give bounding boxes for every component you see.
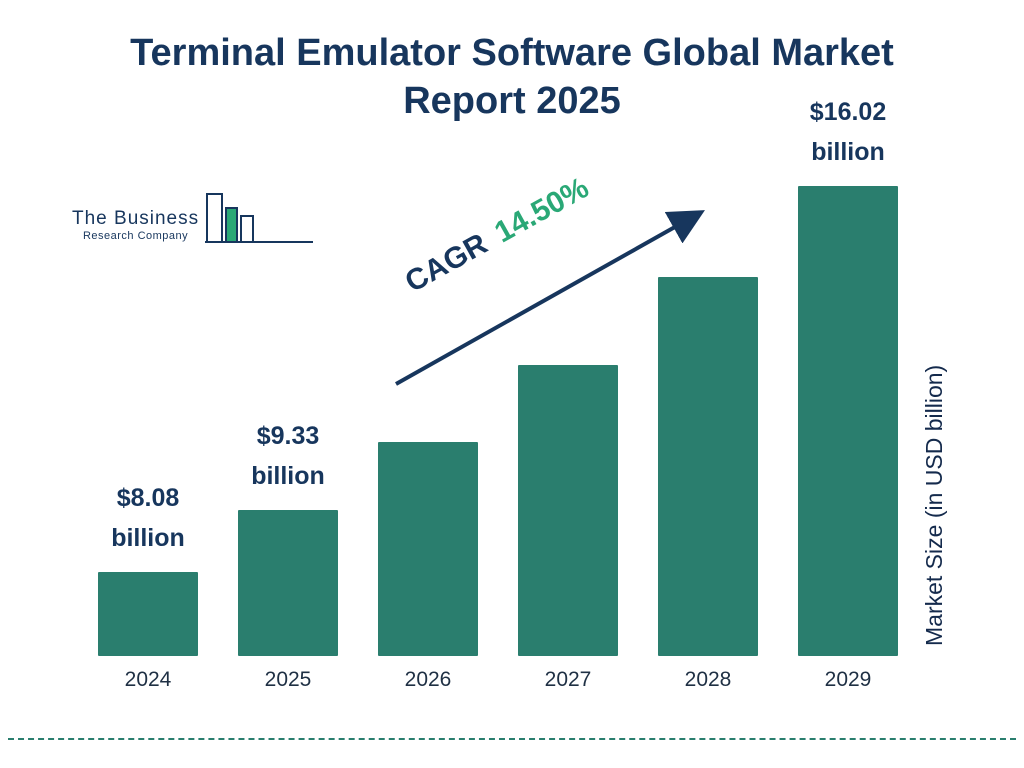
chart-title: Terminal Emulator Software Global Market… [130,32,894,122]
bar-2029 [798,186,898,656]
bar-2028 [658,277,758,656]
x-tick-label-2025: 2025 [264,668,312,691]
bar-value-amount: $9.33 [256,422,320,450]
bar-column-2028: 2028 [638,92,778,692]
company-logo: The Business Research Company [72,192,315,256]
bar-column-2029: $16.02 billion 2029 [778,92,918,692]
bar-value-amount: $16.02 [809,98,887,126]
x-tick-label-2026: 2026 [404,668,452,691]
company-logo-text: The Business Research Company [72,208,199,242]
y-axis-label: Market Size (in USD billion) [921,364,947,646]
logo-name-line2: Research Company [82,230,189,242]
bar-value-label-2024: $8.08 billion [111,478,185,558]
bar-value-unit: billion [811,138,885,166]
bar-2025 [238,510,338,656]
bar-value-unit: billion [111,524,185,552]
x-tick-label-2029: 2029 [824,668,872,691]
bar-value-unit: billion [251,462,325,490]
bar-2027 [518,365,618,656]
bar-column-2025: $9.33 billion 2025 [218,92,358,692]
x-tick-label-2024: 2024 [124,668,172,691]
bar-value-amount: $8.08 [116,484,180,512]
bar-2024 [98,572,198,656]
bar-column-2027: 2027 [498,92,638,692]
bar-value-label-2029: $16.02 billion [810,92,886,172]
bar-2026 [378,442,478,656]
bar-column-2024: $8.08 billion 2024 [78,92,218,692]
bar-value-label-2025: $9.33 billion [251,416,325,496]
bar-column-2026: 2026 [358,92,498,692]
bottom-divider [8,738,1016,740]
x-tick-label-2028: 2028 [684,668,732,691]
x-tick-label-2027: 2027 [544,668,592,691]
bar-chart: $8.08 billion 2024 $9.33 billion 2025 2026 2027… [78,92,918,692]
logo-bars-icon [205,193,314,243]
logo-name-line1: The Business [72,208,200,229]
